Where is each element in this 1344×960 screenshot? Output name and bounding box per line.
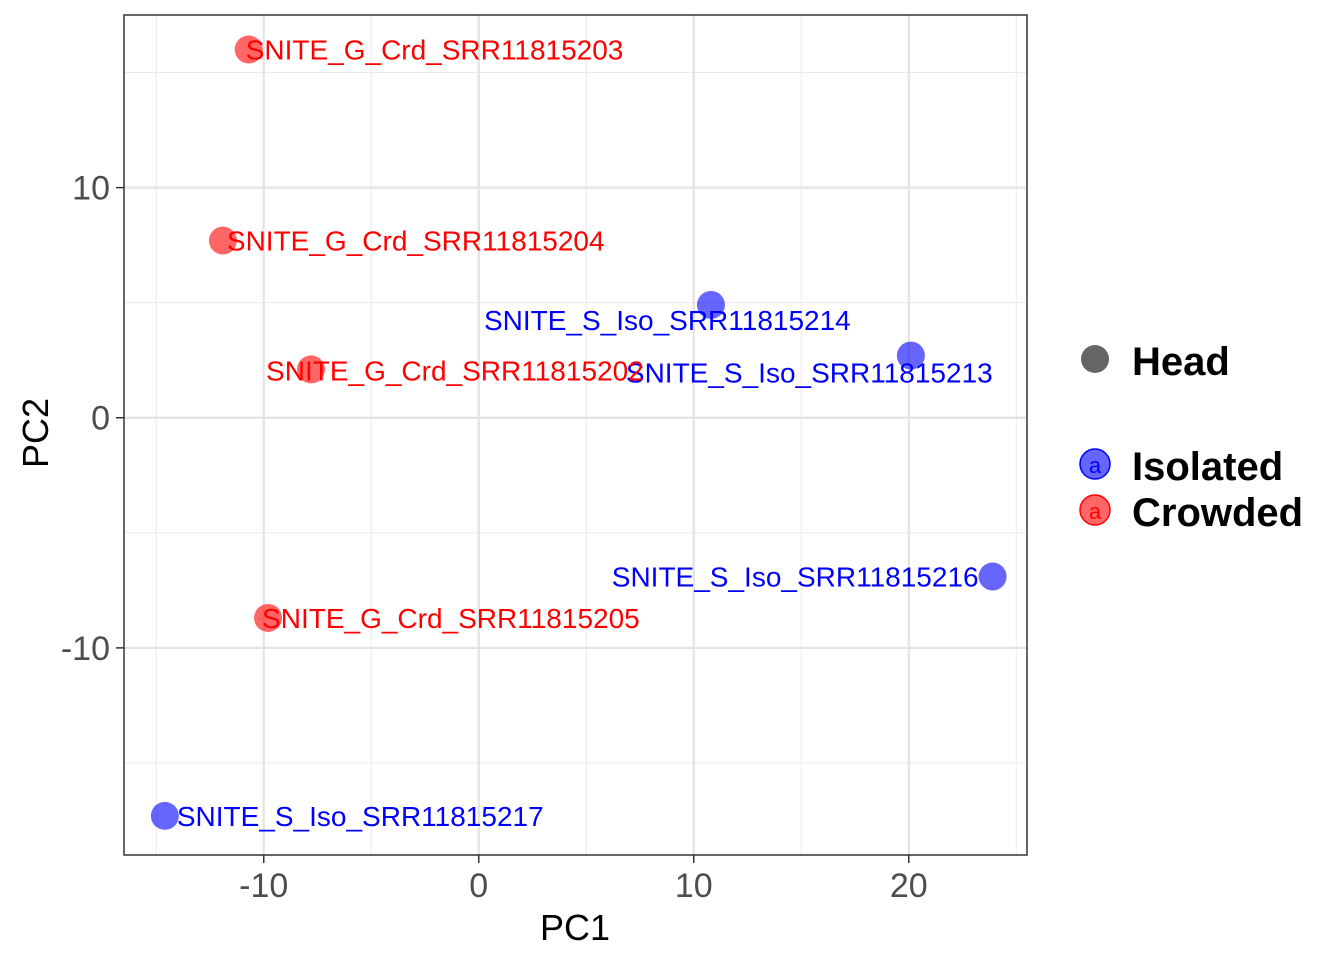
point-label: SNITE_S_Iso_SRR11815217 bbox=[177, 801, 544, 832]
legend-label-crowded: Crowded bbox=[1132, 491, 1303, 535]
x-axis-title: PC1 bbox=[540, 907, 610, 948]
legend-key-glyph-isolated: a bbox=[1089, 453, 1102, 478]
legend: Head a Isolated a Crowded bbox=[1079, 340, 1303, 535]
axis-ticks bbox=[116, 186, 910, 863]
legend-key-glyph-crowded: a bbox=[1089, 499, 1102, 524]
data-point bbox=[254, 603, 283, 632]
data-points bbox=[150, 35, 1007, 830]
legend-key-isolated bbox=[1079, 448, 1111, 480]
minor-gridlines bbox=[124, 15, 1027, 855]
y-tick-label: 0 bbox=[91, 400, 110, 438]
legend-key-crowded bbox=[1079, 494, 1111, 526]
point-label: SNITE_S_Iso_SRR11815216 bbox=[612, 562, 979, 593]
data-point bbox=[208, 226, 237, 255]
data-point bbox=[150, 801, 179, 830]
x-tick-label: 10 bbox=[675, 867, 713, 905]
y-axis-title: PC2 bbox=[15, 398, 56, 468]
data-point bbox=[234, 35, 263, 64]
point-label: SNITE_G_Crd_SRR11815205 bbox=[262, 603, 640, 634]
data-point bbox=[696, 290, 725, 319]
legend-shape-title: Head bbox=[1132, 340, 1230, 384]
data-point bbox=[297, 355, 326, 384]
data-point bbox=[896, 341, 925, 370]
axis-tick-labels: -10 0 10 20 -10 0 10 bbox=[61, 170, 928, 905]
point-label: SNITE_G_Crd_SRR11815203 bbox=[246, 35, 624, 66]
x-tick-label: 20 bbox=[890, 867, 928, 905]
point-label: SNITE_S_Iso_SRR11815214 bbox=[484, 305, 851, 336]
legend-label-isolated: Isolated bbox=[1132, 445, 1283, 489]
y-tick-label: -10 bbox=[61, 630, 110, 668]
data-point bbox=[978, 562, 1007, 591]
point-label: SNITE_G_Crd_SRR11815202 bbox=[266, 355, 644, 386]
major-gridlines bbox=[124, 15, 1027, 855]
y-tick-label: 10 bbox=[72, 170, 110, 208]
x-tick-label: -10 bbox=[239, 867, 288, 905]
point-labels: SNITE_S_Iso_SRR11815214 SNITE_S_Iso_SRR11… bbox=[177, 35, 993, 832]
point-label: SNITE_S_Iso_SRR11815213 bbox=[626, 358, 993, 389]
plot-panel-border bbox=[123, 14, 1028, 856]
point-label: SNITE_G_Crd_SRR11815204 bbox=[227, 226, 605, 257]
x-tick-label: 0 bbox=[469, 867, 488, 905]
legend-shape-key bbox=[1081, 345, 1109, 373]
